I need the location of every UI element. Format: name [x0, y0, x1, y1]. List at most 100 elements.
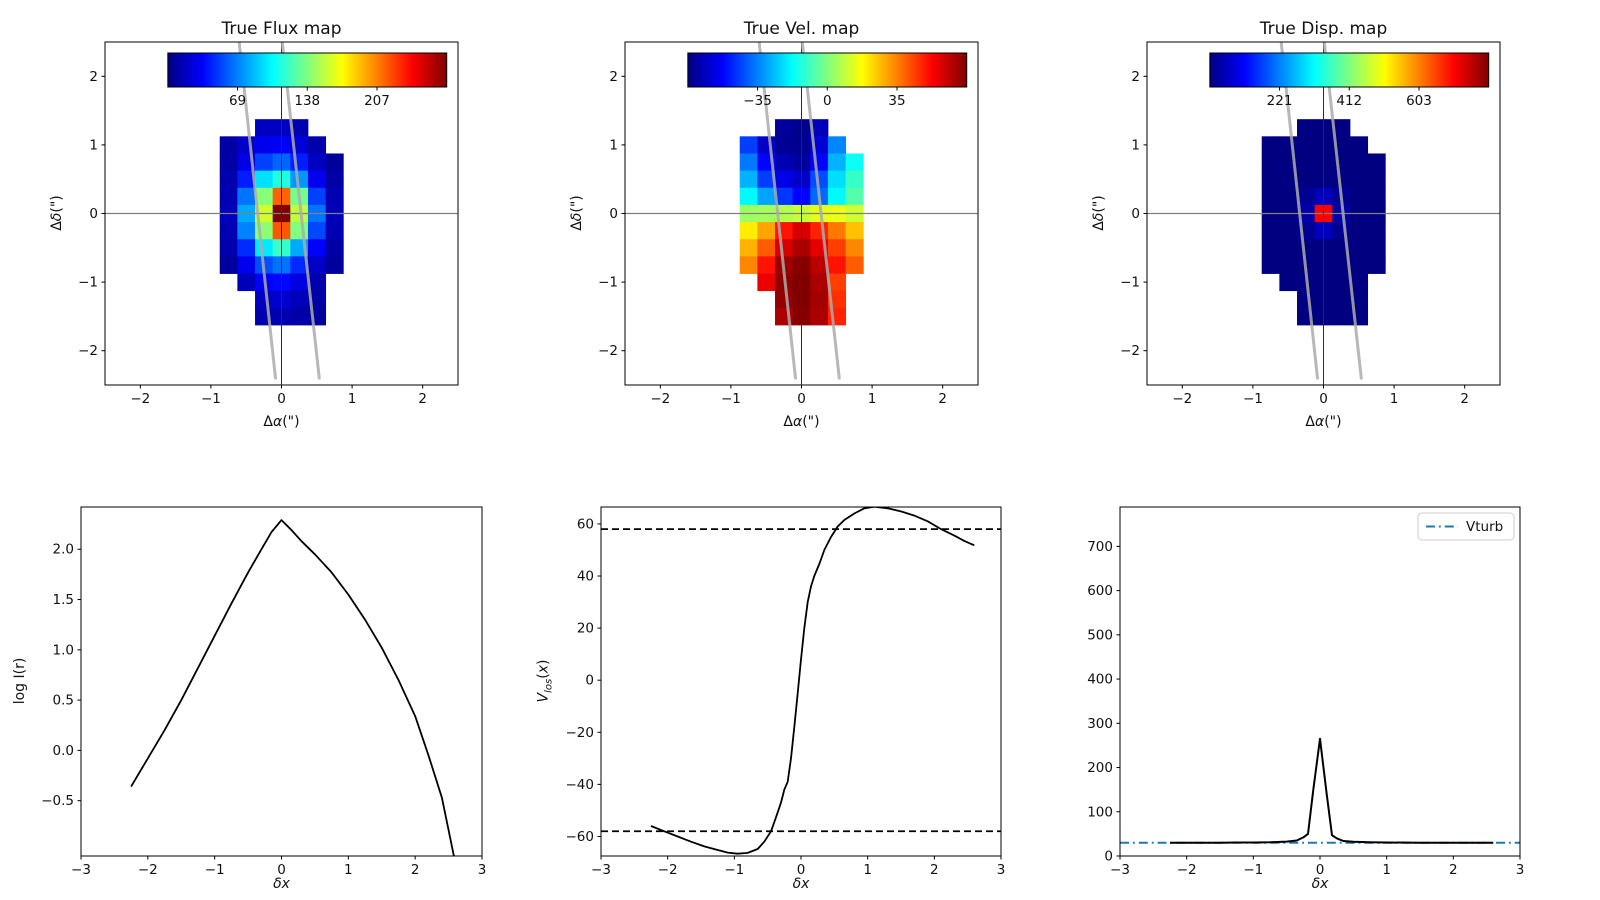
heatmap-cell [1349, 239, 1369, 257]
disp-map-ylabel: Δδ(") [1091, 195, 1107, 231]
flux-map-plot: 69 138 207 −2 −1 0 1 2 2 1 0 −1 −2 [78, 41, 459, 407]
x-tick-label: 3 [478, 862, 487, 878]
axis-label-part: (") [1324, 414, 1342, 430]
heatmap-cell [757, 239, 776, 257]
heatmap-cell [255, 119, 274, 137]
heatmap-cell [775, 170, 794, 189]
axis-label-part: Δ [1305, 414, 1315, 430]
y-tick-label: 0 [609, 206, 618, 222]
y-tick-label: 0 [1104, 849, 1113, 865]
vel-map-title: True Vel. map [743, 19, 860, 39]
axis-label-part: los [543, 678, 555, 693]
heatmap-cell [1261, 187, 1280, 206]
heatmap-cell [1332, 307, 1351, 326]
vlos-profile-ylabel: Vlos(x) [536, 659, 555, 702]
heatmap-cell [255, 136, 274, 154]
heatmap-cell [290, 119, 309, 137]
heatmap-cell [325, 222, 344, 240]
slit-line [1322, 42, 1363, 380]
disp-map-title: True Disp. map [1259, 19, 1388, 39]
axis-label-part: δ [569, 212, 585, 222]
colorbar [1209, 52, 1490, 88]
y-tick-label: −1 [78, 275, 98, 291]
vlos-profile-xlabel: δx [601, 876, 1001, 892]
heatmap-cell [827, 239, 847, 257]
axis-label-part: ( [535, 673, 552, 679]
dispersion-profile-plot: Vturb −3 −2 −1 0 1 2 3 0 100 200 300 400 500 600 700 [1087, 506, 1524, 878]
colorbar-tick-label: 138 [294, 93, 320, 109]
data-curve [130, 519, 455, 856]
x-tick-label: 2 [1449, 862, 1458, 878]
y-tick-label: 0.5 [53, 693, 74, 709]
heatmap-cell [1367, 170, 1386, 189]
x-tick-label: −2 [658, 862, 678, 878]
heatmap-cell [237, 136, 256, 154]
axis-label-part: V [535, 692, 552, 703]
axis-label-part: Δ [783, 414, 793, 430]
heatmap-cell [810, 256, 829, 274]
legend-box [1417, 512, 1515, 541]
intensity-profile-curves [130, 519, 455, 856]
y-tick-label: 700 [1087, 539, 1113, 555]
heatmap-cell [255, 239, 274, 257]
heatmap-cell [1297, 153, 1316, 172]
colorbar-tick-label: 412 [1336, 93, 1362, 109]
heatmap-cell [1349, 187, 1369, 206]
heatmap-cell [810, 153, 829, 172]
heatmap-cell [325, 170, 344, 189]
slit-line [757, 42, 797, 380]
axis-label-part: δ [792, 876, 802, 892]
heatmap-cell [827, 136, 847, 154]
y-tick-label: 1.5 [53, 592, 74, 608]
x-tick-label: −1 [201, 391, 221, 407]
heatmap-cell [219, 187, 238, 206]
axis-label-part: (") [49, 195, 65, 213]
axis-label-part: δ [1091, 212, 1107, 222]
x-tick-label: −2 [1172, 391, 1192, 407]
x-tick-label: 1 [863, 862, 872, 878]
heatmap-cell [1349, 273, 1369, 292]
x-tick-label: −2 [1177, 862, 1197, 878]
heatmap-cell [1279, 239, 1298, 257]
heatmap-cell [757, 273, 776, 292]
y-tick-label: 500 [1087, 627, 1113, 643]
heatmap-cell [775, 153, 794, 172]
heatmap-cell [775, 239, 794, 257]
axis-label-part: Δ [1091, 221, 1107, 231]
heatmap-cell [290, 170, 309, 189]
heatmap-cell [827, 170, 847, 189]
slit-line [237, 42, 277, 380]
axis-label-part: x [1320, 876, 1329, 892]
disp-map-cells [1147, 42, 1500, 385]
heatmap-cell [1297, 136, 1316, 154]
heatmap-cell [1279, 222, 1298, 240]
x-tick-label: 1 [344, 862, 353, 878]
x-tick-label: −3 [591, 862, 611, 878]
heatmap-cell [1332, 222, 1351, 240]
heatmap-cell [845, 256, 864, 274]
axis-label-part: x [535, 664, 552, 674]
heatmap-cell [255, 170, 274, 189]
x-tick-label: −2 [130, 391, 150, 407]
heatmap-cell [1332, 273, 1351, 292]
x-tick-label: 0 [797, 862, 806, 878]
heatmap-cell [845, 153, 864, 172]
y-tick-label: 0 [1131, 206, 1140, 222]
heatmap-cell [219, 136, 238, 154]
heatmap-cell [775, 187, 794, 206]
heatmap-cell [810, 119, 829, 137]
axis-label-part: δ [1311, 876, 1321, 892]
heatmap-cell [827, 187, 847, 206]
x-tick-label: 0 [1316, 862, 1325, 878]
heatmap-cell [290, 307, 309, 326]
x-tick-label: 2 [411, 862, 420, 878]
colorbar-tick-label: 0 [823, 93, 832, 109]
y-tick-label: 1 [1131, 137, 1140, 153]
x-tick-label: −1 [721, 391, 741, 407]
heatmap-cell [739, 136, 758, 154]
heatmap-cell [739, 222, 758, 240]
y-tick-label: 2 [1131, 69, 1140, 85]
x-tick-label: −1 [1243, 862, 1263, 878]
